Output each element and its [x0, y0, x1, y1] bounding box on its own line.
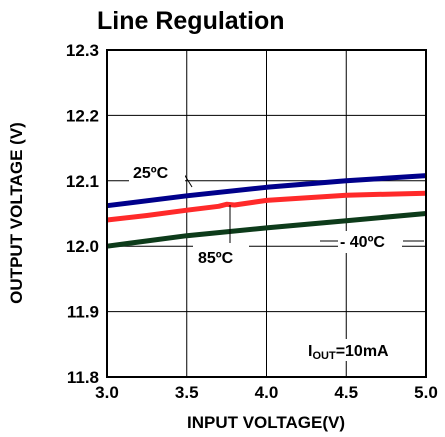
y-tick-label: 12.2 [66, 106, 99, 125]
y-tick-label: 12.1 [66, 172, 99, 191]
chart-title: Line Regulation [97, 7, 285, 35]
label-25c-bg [129, 160, 185, 182]
label-25c-leader [183, 173, 193, 188]
load-current-annotation: IOUT=10mA [308, 343, 389, 362]
x-tick-label: 4.5 [334, 383, 358, 402]
x-tick-label: 4.0 [255, 383, 279, 402]
series-label-minus40c: - 40ºC [340, 234, 385, 251]
x-tick-label: 3.5 [175, 383, 199, 402]
y-tick-label: 12.3 [66, 41, 99, 60]
annotation-sub: OUT [312, 350, 336, 362]
annotation-rest: =10mA [336, 343, 389, 360]
y-tick-label: 11.8 [67, 368, 99, 387]
x-axis-label: INPUT VOLTAGE(V) [187, 413, 345, 432]
y-tick-label: 11.9 [67, 303, 99, 322]
y-tick-label: 12.0 [66, 237, 99, 256]
label-minus40c-bg [338, 231, 402, 253]
series-line-0 [106, 173, 427, 209]
plot-border [106, 49, 427, 378]
annotation-bg [304, 339, 408, 361]
x-tick-label: 3.0 [95, 383, 119, 402]
series-group [106, 173, 427, 249]
series-label-25c: 25ºC [133, 165, 169, 182]
series-line-2 [106, 211, 427, 249]
y-axis-label: OUTPUT VOLTAGE (V) [7, 122, 26, 304]
label-85c-bg [193, 244, 249, 266]
series-line-1 [106, 190, 427, 223]
x-tick-labels: 3.0 3.5 4.0 4.5 5.0 [95, 383, 438, 402]
annotation-main: I [308, 343, 312, 360]
y-tick-labels: 11.8 11.9 12.0 12.1 12.2 12.3 [66, 41, 99, 387]
x-tick-label: 5.0 [414, 383, 438, 402]
series-label-85c: 85ºC [198, 250, 234, 267]
